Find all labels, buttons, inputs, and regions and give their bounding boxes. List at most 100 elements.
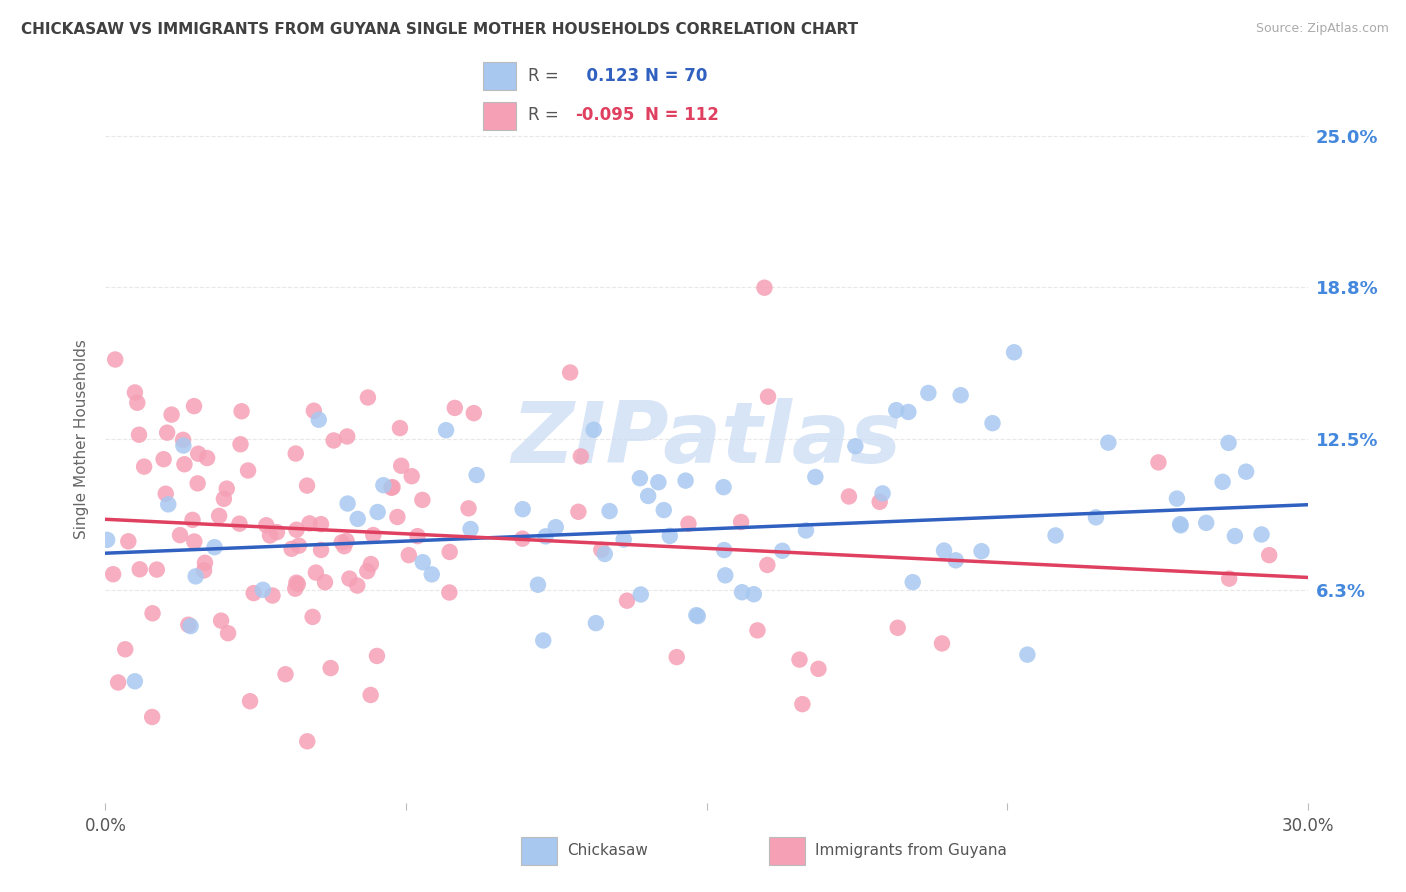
Y-axis label: Single Mother Households: Single Mother Households bbox=[75, 339, 90, 540]
Point bbox=[183, 534, 205, 549]
Point bbox=[134, 459, 156, 474]
Point bbox=[242, 586, 264, 600]
Point bbox=[297, 734, 319, 748]
Point bbox=[652, 503, 675, 517]
Point bbox=[1234, 465, 1257, 479]
Text: CHICKASAW VS IMMIGRANTS FROM GUYANA SINGLE MOTHER HOUSEHOLDS CORRELATION CHART: CHICKASAW VS IMMIGRANTS FROM GUYANA SING… bbox=[21, 22, 858, 37]
Point bbox=[117, 534, 139, 549]
Point bbox=[335, 533, 357, 548]
Point bbox=[544, 520, 567, 534]
Text: ZIPatlas: ZIPatlas bbox=[512, 398, 901, 481]
Point bbox=[101, 567, 124, 582]
Point bbox=[901, 575, 924, 590]
Point bbox=[756, 558, 779, 572]
Text: N = 70: N = 70 bbox=[645, 67, 707, 85]
Point bbox=[284, 582, 307, 596]
Point bbox=[367, 505, 389, 519]
Point bbox=[647, 475, 669, 490]
Point bbox=[360, 557, 382, 571]
Point bbox=[1223, 529, 1246, 543]
Text: -0.095: -0.095 bbox=[575, 106, 634, 124]
Point bbox=[160, 408, 183, 422]
Point bbox=[305, 566, 328, 580]
Point bbox=[193, 563, 215, 577]
Point bbox=[628, 471, 651, 485]
Point bbox=[231, 404, 253, 418]
Point bbox=[387, 510, 409, 524]
Point bbox=[731, 585, 754, 599]
Point bbox=[215, 482, 238, 496]
Point bbox=[381, 480, 404, 494]
Point bbox=[401, 469, 423, 483]
Point bbox=[333, 539, 356, 553]
Point bbox=[366, 648, 388, 663]
Point bbox=[949, 388, 972, 402]
Point bbox=[463, 406, 485, 420]
Point bbox=[686, 609, 709, 624]
Point bbox=[585, 616, 607, 631]
Point bbox=[665, 650, 688, 665]
Point bbox=[360, 688, 382, 702]
Point bbox=[932, 543, 955, 558]
Point bbox=[128, 562, 150, 576]
Point bbox=[844, 439, 866, 453]
Point bbox=[658, 529, 681, 543]
Point bbox=[730, 515, 752, 529]
Point bbox=[308, 413, 330, 427]
Point bbox=[1170, 518, 1192, 533]
Point bbox=[127, 396, 149, 410]
Point bbox=[155, 487, 177, 501]
Point bbox=[1147, 455, 1170, 469]
Point bbox=[254, 518, 277, 533]
Text: R =: R = bbox=[529, 67, 560, 85]
Point bbox=[599, 504, 621, 518]
Point bbox=[439, 585, 461, 599]
Point bbox=[931, 636, 953, 650]
Bar bbox=[484, 102, 516, 130]
Point bbox=[713, 543, 735, 558]
Point bbox=[146, 563, 169, 577]
Point bbox=[434, 423, 457, 437]
Point bbox=[742, 587, 765, 601]
Point bbox=[288, 539, 311, 553]
Point bbox=[187, 476, 209, 491]
Point bbox=[361, 528, 384, 542]
Point bbox=[1218, 572, 1240, 586]
Point bbox=[373, 478, 395, 492]
Point bbox=[714, 568, 737, 582]
Point bbox=[128, 427, 150, 442]
Point bbox=[346, 512, 368, 526]
Point bbox=[187, 447, 209, 461]
Point bbox=[280, 541, 302, 556]
Point bbox=[1084, 510, 1107, 524]
Point bbox=[309, 543, 332, 558]
Point bbox=[239, 694, 262, 708]
Point bbox=[1168, 517, 1191, 532]
Point bbox=[398, 548, 420, 562]
Point bbox=[804, 470, 827, 484]
Point bbox=[789, 652, 811, 666]
Point bbox=[756, 390, 779, 404]
Bar bbox=[484, 62, 516, 90]
Text: N = 112: N = 112 bbox=[645, 106, 718, 124]
Point bbox=[181, 513, 204, 527]
Point bbox=[970, 544, 993, 558]
Point bbox=[322, 434, 344, 448]
Point bbox=[1250, 527, 1272, 541]
Point bbox=[204, 540, 226, 554]
Point bbox=[838, 490, 860, 504]
Point bbox=[314, 575, 336, 590]
Point bbox=[886, 621, 908, 635]
Point bbox=[412, 555, 434, 569]
Point bbox=[512, 532, 534, 546]
Point bbox=[262, 589, 284, 603]
Point bbox=[172, 438, 194, 452]
Point bbox=[356, 564, 378, 578]
Point bbox=[209, 614, 232, 628]
Point bbox=[630, 587, 652, 601]
Point bbox=[208, 508, 231, 523]
Point bbox=[1045, 528, 1067, 542]
Point bbox=[807, 662, 830, 676]
Point bbox=[678, 516, 700, 531]
Point bbox=[285, 575, 308, 590]
